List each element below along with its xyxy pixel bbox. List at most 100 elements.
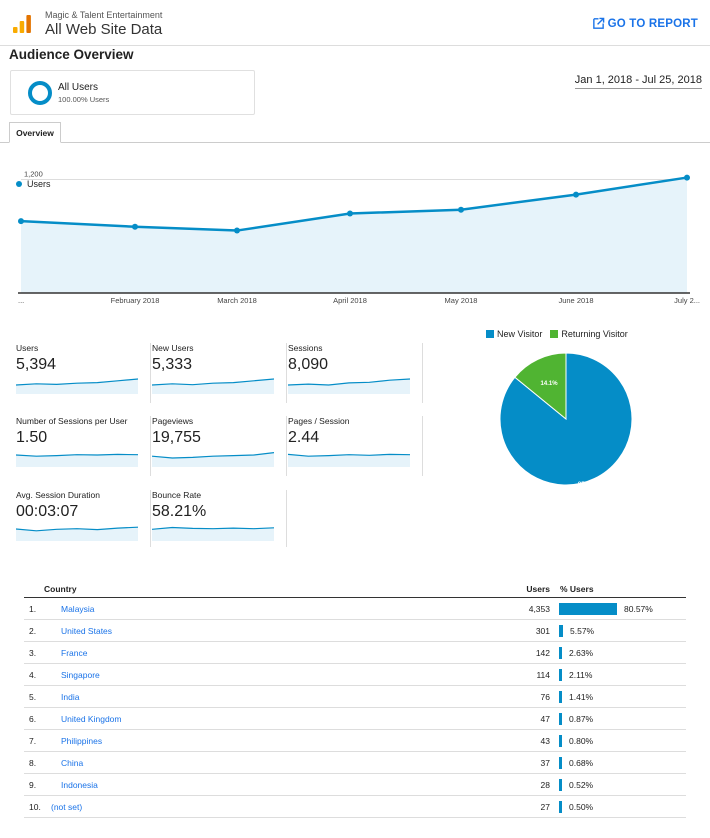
tab-overview[interactable]: Overview <box>9 122 61 143</box>
pct-bar <box>559 801 562 813</box>
row-number: 10. <box>29 802 41 812</box>
metric-label: Number of Sessions per User <box>16 416 128 426</box>
metric-card[interactable]: Avg. Session Duration 00:03:07 <box>16 490 151 547</box>
data-point[interactable] <box>132 223 138 230</box>
sparkline-area <box>16 454 138 467</box>
country-link[interactable]: France <box>61 648 88 658</box>
segment-name: All Users <box>58 82 99 93</box>
pie-slice-label: 85.9% <box>578 482 596 486</box>
pie-legend-returning: Returning Visitor <box>550 329 628 339</box>
header-pct-users[interactable]: % Users <box>560 584 594 594</box>
header-country[interactable]: Country <box>44 584 77 594</box>
pct-bar <box>559 735 562 747</box>
pct-bar <box>559 713 562 725</box>
pct-users: 0.80% <box>569 736 594 746</box>
property-name: All Web Site Data <box>45 21 163 38</box>
metric-card[interactable]: Sessions 8,090 <box>288 343 423 403</box>
data-point[interactable] <box>684 174 690 181</box>
metric-value: 58.21% <box>152 503 207 520</box>
country-link[interactable]: (not set) <box>51 802 83 812</box>
pct-bar <box>559 691 562 703</box>
country-link[interactable]: Indonesia <box>61 780 98 790</box>
country-table: Country Users % Users 1. Malaysia 4,353 80.… <box>24 582 686 818</box>
data-point[interactable] <box>18 218 24 225</box>
pct-users: 2.11% <box>569 670 593 680</box>
segment-card[interactable]: All Users 100.00% Users <box>10 70 255 115</box>
sparkline-area <box>288 454 410 467</box>
metric-sparkline <box>16 526 138 541</box>
x-tick-label: February 2018 <box>111 296 160 305</box>
users-count: 43 <box>540 736 550 746</box>
pct-users: 5.57% <box>570 626 595 636</box>
data-point[interactable] <box>458 206 464 213</box>
sparkline-line <box>152 526 274 530</box>
country-link[interactable]: Philippines <box>61 736 103 746</box>
segment-percentage: 100.00% Users <box>58 95 110 104</box>
legend-swatch-icon <box>486 330 494 338</box>
metric-sparkline <box>152 378 274 394</box>
metric-sparkline <box>16 453 138 467</box>
pct-users: 0.50% <box>569 802 594 812</box>
pct-bar <box>559 603 617 615</box>
go-to-report-label: GO TO REPORT <box>607 17 698 30</box>
legend-swatch-icon <box>550 330 559 338</box>
table-row: 4. Singapore 114 2.11% <box>24 664 686 686</box>
country-link[interactable]: Singapore <box>61 670 100 680</box>
users-count: 142 <box>535 648 550 658</box>
header-users[interactable]: Users <box>526 584 550 594</box>
pct-users: 1.41% <box>569 692 594 702</box>
data-point[interactable] <box>573 191 579 198</box>
metric-card[interactable]: Pages / Session 2.44 <box>288 416 423 476</box>
country-link[interactable]: India <box>61 692 80 702</box>
row-number: 1. <box>29 604 37 614</box>
pie-legend-new: New Visitor <box>486 329 542 339</box>
metric-card[interactable]: New Users 5,333 <box>152 343 287 403</box>
pct-bar <box>559 669 562 681</box>
metric-label: Avg. Session Duration <box>16 490 100 500</box>
data-point[interactable] <box>347 210 353 217</box>
pie-slice-returning-visitor[interactable] <box>514 352 567 421</box>
country-link[interactable]: United States <box>61 626 113 636</box>
sparkline-line <box>16 453 138 457</box>
country-link[interactable]: United Kingdom <box>61 714 122 724</box>
pct-bar <box>559 625 563 637</box>
row-number: 5. <box>29 692 37 702</box>
metric-value: 2.44 <box>288 429 320 446</box>
page-title: Audience Overview <box>9 47 134 62</box>
users-count: 301 <box>535 626 550 636</box>
date-range-picker[interactable]: Jan 1, 2018 - Jul 25, 2018 <box>574 74 702 89</box>
table-row: 2. United States 301 5.57% <box>24 620 686 642</box>
users-count: 47 <box>540 714 550 724</box>
sparkline-line <box>16 378 138 386</box>
sparkline-line <box>288 453 410 457</box>
metric-sparkline <box>152 452 274 467</box>
country-link[interactable]: Malaysia <box>61 604 95 614</box>
table-row: 3. France 142 2.63% <box>24 642 686 664</box>
users-count: 37 <box>540 758 550 768</box>
metric-sparkline <box>152 526 274 541</box>
sparkline-line <box>288 378 410 386</box>
metric-card[interactable]: Users 5,394 <box>16 343 151 403</box>
row-number: 8. <box>29 758 37 768</box>
pct-users: 2.63% <box>569 648 594 658</box>
go-to-report-link[interactable]: GO TO REPORT <box>592 17 698 30</box>
tab-divider <box>0 142 710 143</box>
metric-card[interactable]: Number of Sessions per User 1.50 <box>16 416 151 476</box>
sparkline-area <box>152 452 274 467</box>
metric-card[interactable]: Pageviews 19,755 <box>152 416 287 476</box>
metric-value: 5,333 <box>152 356 193 373</box>
table-body: 1. Malaysia 4,353 80.57% 2. United States 301 5… <box>24 598 686 818</box>
metric-label: Pageviews <box>152 416 194 426</box>
row-number: 9. <box>29 780 37 790</box>
data-point[interactable] <box>234 227 240 234</box>
sparkline-area <box>152 379 274 394</box>
metric-card[interactable]: Bounce Rate 58.21% <box>152 490 287 547</box>
table-header: Country Users % Users <box>24 582 686 598</box>
row-number: 6. <box>29 714 37 724</box>
pct-users: 0.87% <box>569 714 594 724</box>
row-number: 4. <box>29 670 37 680</box>
line-area <box>21 177 687 293</box>
country-link[interactable]: China <box>61 758 84 768</box>
sparkline-area <box>16 379 138 394</box>
sparkline-line <box>152 378 274 386</box>
